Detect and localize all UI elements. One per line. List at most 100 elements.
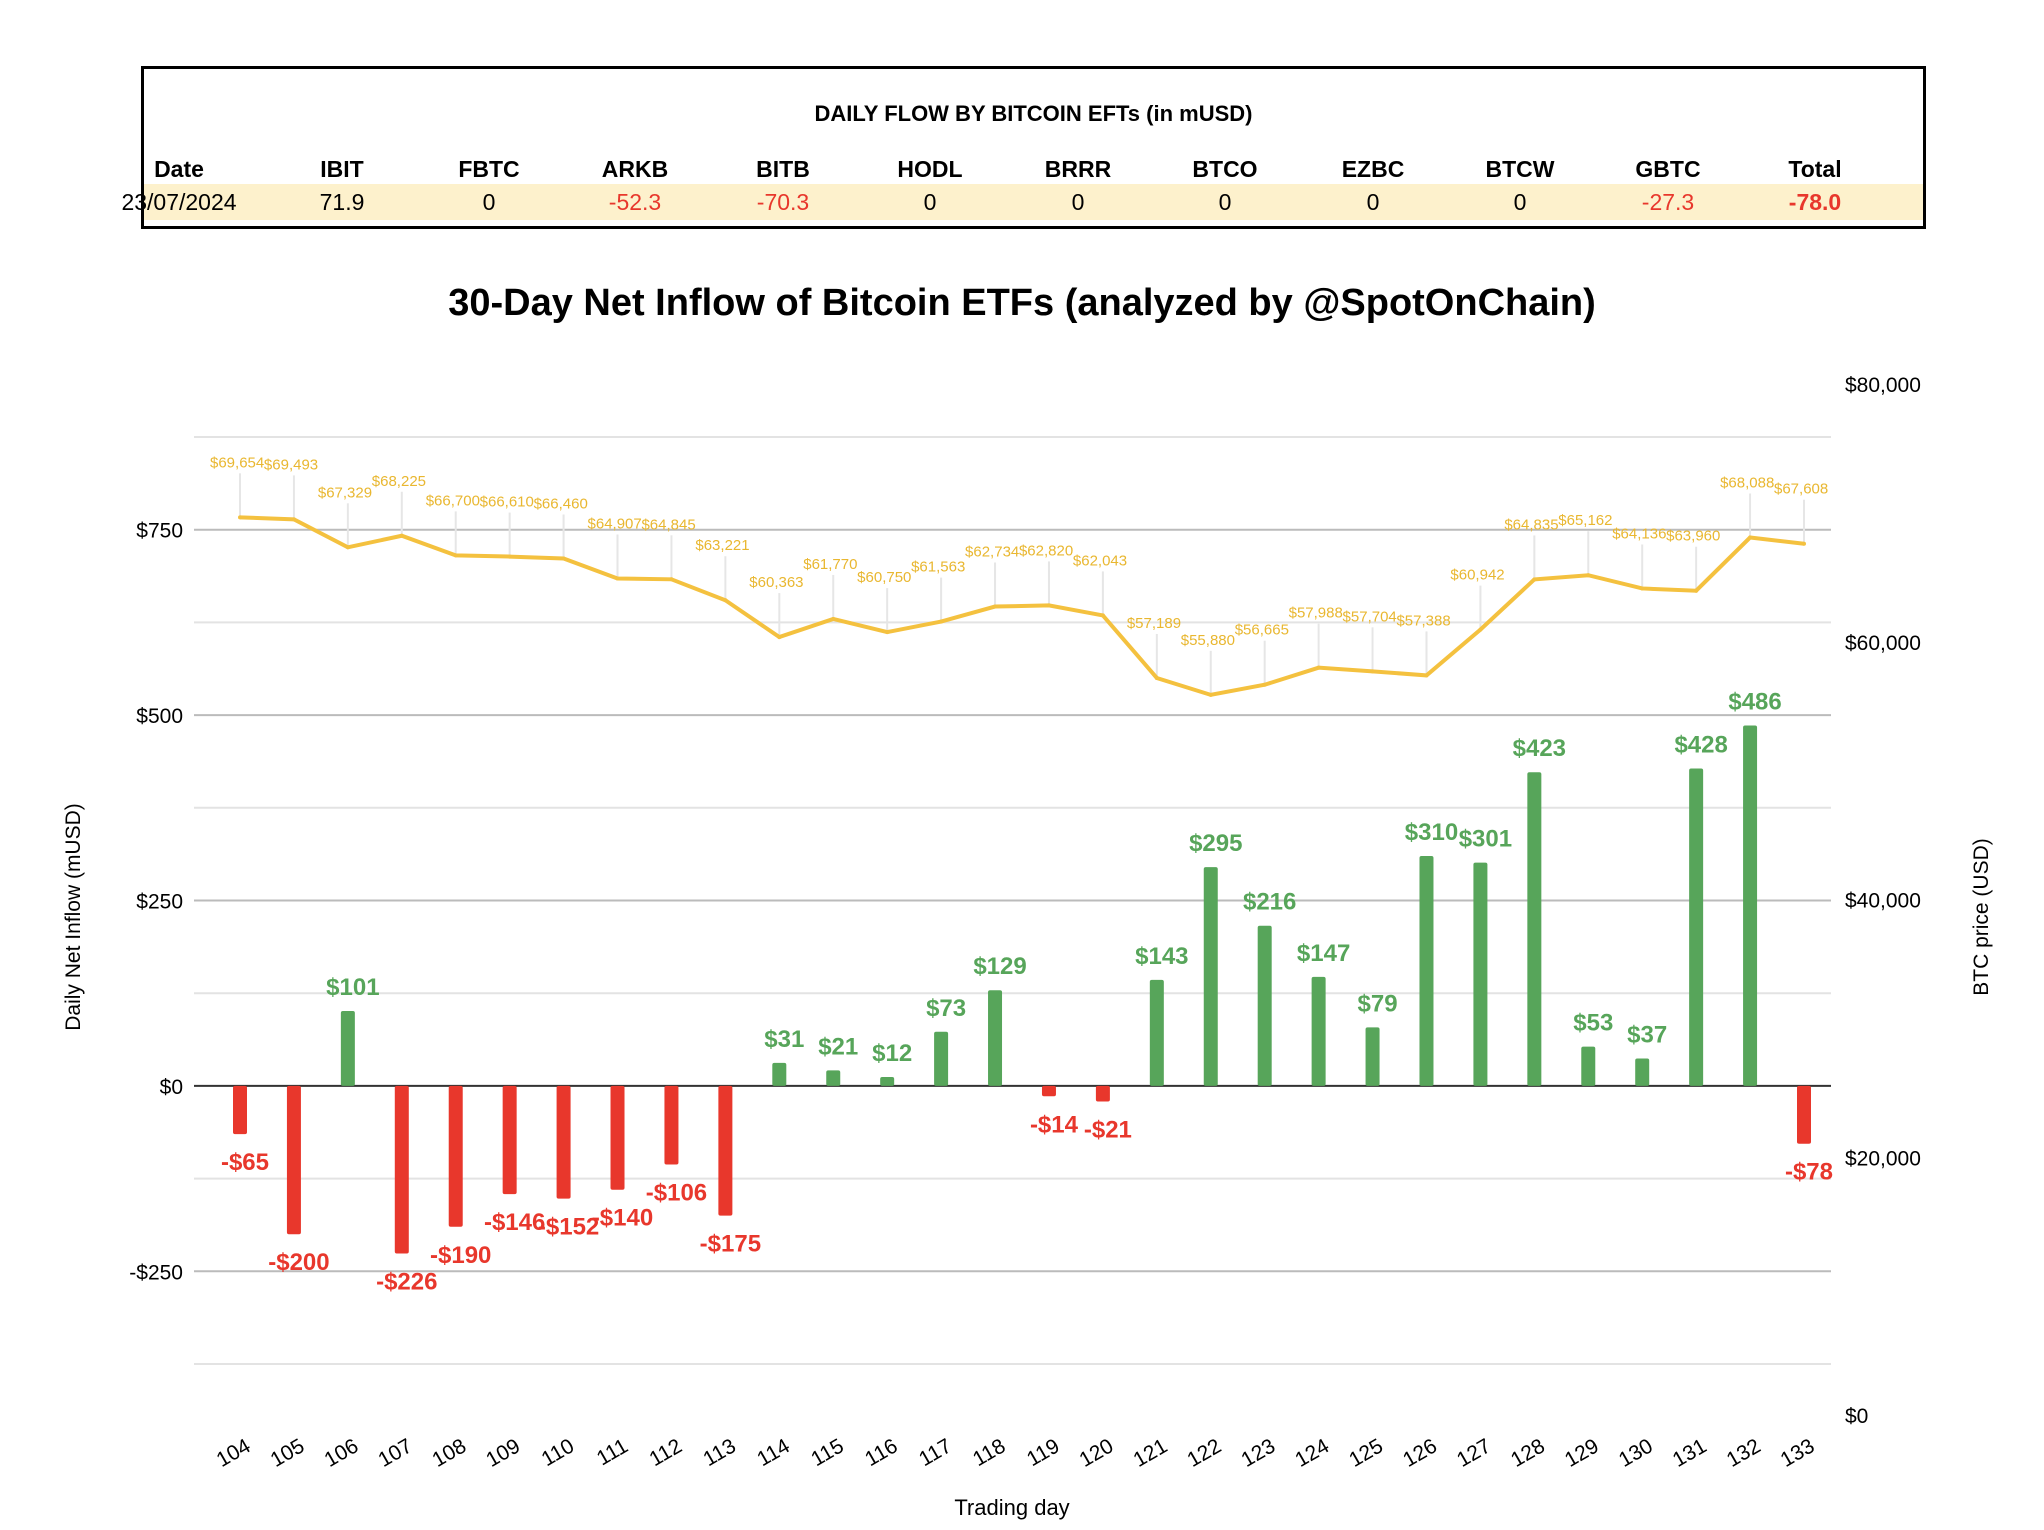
bar xyxy=(502,1085,517,1195)
price-point xyxy=(993,604,998,609)
x-tick-label: 108 xyxy=(428,1434,470,1471)
bar xyxy=(664,1085,679,1165)
bar-data-label: $21 xyxy=(818,1033,858,1060)
price-point xyxy=(345,545,350,550)
price-data-label: $62,820 xyxy=(1019,542,1073,559)
x-tick-label: 129 xyxy=(1561,1434,1603,1471)
bar-data-label: $73 xyxy=(926,995,966,1022)
price-point xyxy=(777,635,782,640)
x-tick-label: 116 xyxy=(861,1434,901,1471)
y-axis-label: Daily Net Inflow (mUSD) xyxy=(62,803,85,1031)
price-data-label: $63,960 xyxy=(1666,528,1720,545)
price-data-label: $57,189 xyxy=(1127,615,1181,632)
x-tick-label: 123 xyxy=(1237,1434,1279,1471)
table-cell: -52.3 xyxy=(608,189,662,215)
price-point xyxy=(1316,665,1321,670)
price-point xyxy=(669,577,674,582)
price-data-label: $60,942 xyxy=(1450,567,1504,584)
price-point xyxy=(1370,669,1375,674)
price-point xyxy=(1478,627,1483,632)
price-data-label: $66,460 xyxy=(534,495,588,512)
bar xyxy=(718,1085,733,1216)
bar-data-label: $310 xyxy=(1405,819,1458,846)
bar-data-label: $295 xyxy=(1189,830,1242,857)
price-point xyxy=(291,517,296,522)
btc-price-line xyxy=(239,515,1805,697)
y2-tick-label: $80,000 xyxy=(1845,374,1921,397)
table-cell: 0 xyxy=(482,189,496,215)
x-tick-label: 109 xyxy=(482,1434,524,1471)
price-point xyxy=(1748,535,1753,540)
bar xyxy=(1743,725,1758,1086)
column-header: BRRR xyxy=(1044,156,1112,182)
price-data-label: $69,654 xyxy=(210,454,264,471)
table-cell: 23/07/2024 xyxy=(121,189,237,215)
daily-flow-table: DAILY FLOW BY BITCOIN EFTs (in mUSD) Dat… xyxy=(121,66,1926,229)
bar-data-label: $486 xyxy=(1728,688,1781,715)
price-data-label: $64,845 xyxy=(641,516,695,533)
price-point xyxy=(1694,588,1699,593)
table-cell: 71.9 xyxy=(319,189,365,215)
table-header-row: Date IBIT FBTC ARKB BITB HODL BRRR BTCO EZBC BTCW… xyxy=(144,151,1923,187)
y-tick-label: $250 xyxy=(136,891,183,914)
x-tick-label: 107 xyxy=(374,1434,416,1471)
y2-tick-label: $60,000 xyxy=(1845,632,1921,655)
bar-data-label: -$14 xyxy=(1030,1111,1079,1138)
bar xyxy=(1311,976,1326,1086)
bar-data-label: $216 xyxy=(1243,889,1296,916)
price-point xyxy=(1802,541,1806,546)
price-point xyxy=(1586,573,1591,578)
price-point xyxy=(939,619,944,624)
price-point xyxy=(723,598,728,603)
x-tick-label: 106 xyxy=(321,1434,363,1471)
chart-title: 30-Day Net Inflow of Bitcoin ETFs (analy… xyxy=(448,282,1596,324)
column-header: BTCO xyxy=(1192,156,1258,182)
price-data-label: $56,665 xyxy=(1235,622,1289,639)
price-data-label: $68,088 xyxy=(1720,475,1774,492)
x-tick-label: 119 xyxy=(1023,1434,1063,1471)
column-header: EZBC xyxy=(1341,156,1405,182)
x-tick-label: 122 xyxy=(1183,1434,1225,1471)
bar xyxy=(556,1085,571,1199)
price-point xyxy=(453,553,458,558)
x-tick-label: 125 xyxy=(1345,1434,1387,1471)
price-data-label: $57,704 xyxy=(1343,608,1397,625)
price-point xyxy=(615,576,620,581)
x-tick-label: 113 xyxy=(699,1434,739,1471)
y-tick-label: $500 xyxy=(136,705,183,728)
x-tick-label: 105 xyxy=(267,1434,309,1471)
bar xyxy=(880,1077,895,1086)
bar xyxy=(448,1085,463,1227)
x-tick-label: 131 xyxy=(1669,1434,1711,1471)
price-data-label: $61,563 xyxy=(911,559,965,576)
x-tick-label: 117 xyxy=(915,1434,955,1471)
price-data-label: $61,770 xyxy=(803,556,857,573)
price-data-label: $67,329 xyxy=(318,484,372,501)
y-tick-label: $0 xyxy=(160,1076,183,1099)
price-point xyxy=(1532,577,1537,582)
x-tick-label: 133 xyxy=(1777,1434,1819,1471)
price-data-label: $66,610 xyxy=(480,494,534,511)
price-data-label: $65,162 xyxy=(1558,512,1612,529)
column-header: FBTC xyxy=(458,156,520,182)
bar xyxy=(826,1070,841,1086)
bar-data-label: $79 xyxy=(1358,990,1398,1017)
price-data-label: $57,388 xyxy=(1396,612,1450,629)
bar-data-label: -$21 xyxy=(1084,1116,1132,1143)
price-data-label: $69,493 xyxy=(264,456,318,473)
column-header: ARKB xyxy=(601,156,669,182)
y2-tick-label: $20,000 xyxy=(1845,1147,1921,1170)
y-tick-label: $750 xyxy=(136,520,183,543)
price-data-label: $64,136 xyxy=(1612,525,1666,542)
bar xyxy=(1257,925,1272,1086)
table-cell: 0 xyxy=(1071,189,1085,215)
bar xyxy=(772,1062,787,1086)
bar-data-label: -$106 xyxy=(646,1180,707,1207)
y-tick-label: -$250 xyxy=(129,1261,183,1284)
price-point xyxy=(399,533,404,538)
bar xyxy=(1581,1046,1596,1086)
bar xyxy=(1203,867,1218,1086)
price-point xyxy=(1208,692,1213,697)
bar-data-label: $53 xyxy=(1573,1010,1613,1037)
bar-data-label: $147 xyxy=(1297,940,1350,967)
